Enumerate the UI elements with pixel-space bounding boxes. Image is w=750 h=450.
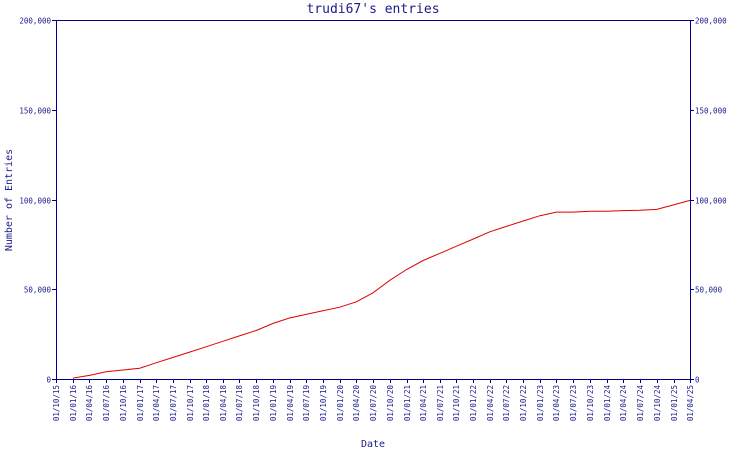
y-tick-label-right: 0: [695, 376, 700, 385]
y-tick-label-right: 200,000: [695, 17, 727, 26]
chart-title: trudi67's entries: [306, 2, 439, 17]
y-tick-label-right: 50,000: [695, 286, 723, 295]
x-tick-label: 01/04/25: [686, 385, 695, 421]
x-tick-label: 01/07/24: [636, 385, 645, 422]
x-tick-label: 01/07/23: [569, 385, 578, 421]
x-tick-label: 01/04/21: [419, 385, 428, 421]
x-tick-label: 01/10/18: [252, 385, 261, 422]
x-tick-label: 01/07/20: [369, 385, 378, 422]
y-axis-ticks: 0 0 50,000 50,000 100,000 100,000 150,000 150,0…: [19, 17, 727, 385]
x-tick-label: 01/01/25: [670, 385, 679, 421]
x-tick-label: 01/04/18: [219, 385, 228, 422]
y-tick-label-left: 200,000: [19, 17, 51, 26]
x-axis-ticks: 01/10/15 01/01/16 01/04/16 01/07/16 01/10/16…: [52, 379, 695, 421]
x-tick-label: 01/01/22: [469, 385, 478, 421]
x-tick-label: 01/01/16: [69, 385, 78, 422]
x-tick-label: 01/01/18: [202, 385, 211, 422]
y-axis-label: Number of Entries: [4, 149, 15, 251]
y-tick-label-left: 50,000: [24, 286, 52, 295]
x-tick-label: 01/04/20: [352, 385, 361, 422]
x-tick-label: 01/01/24: [603, 385, 612, 422]
x-tick-label: 01/10/24: [653, 385, 662, 422]
x-tick-label: 01/07/21: [436, 385, 445, 421]
x-tick-label: 01/10/21: [452, 385, 461, 421]
y-tick-label-left: 150,000: [19, 107, 51, 116]
x-tick-label: 01/01/23: [536, 385, 545, 421]
x-tick-label: 01/04/17: [152, 385, 161, 421]
x-tick-label: 01/04/22: [486, 385, 495, 421]
x-tick-label: 01/07/19: [302, 385, 311, 421]
x-tick-label: 01/04/19: [286, 385, 295, 421]
x-tick-label: 01/10/20: [386, 385, 395, 422]
x-tick-label: 01/07/16: [102, 385, 111, 422]
y-tick-label-left: 100,000: [19, 197, 51, 206]
x-tick-label: 01/07/18: [235, 385, 244, 422]
y-tick-label-right: 100,000: [695, 197, 727, 206]
entries-series-line: [72, 199, 691, 379]
x-tick-label: 01/10/16: [119, 385, 128, 422]
x-tick-label: 01/10/19: [319, 385, 328, 421]
x-tick-label: 01/07/17: [169, 385, 178, 421]
x-tick-label: 01/01/20: [336, 385, 345, 422]
y-tick-label-right: 150,000: [695, 107, 727, 116]
x-tick-label: 01/07/22: [502, 385, 511, 421]
x-tick-label: 01/01/17: [136, 385, 145, 421]
x-tick-label: 01/04/16: [85, 385, 94, 422]
plot-frame: [56, 20, 691, 380]
y-tick-label-left: 0: [46, 376, 51, 385]
x-tick-label: 01/04/24: [619, 385, 628, 422]
x-tick-label: 01/10/15: [52, 385, 61, 421]
x-axis-label: Date: [361, 439, 385, 450]
x-tick-label: 01/10/17: [186, 385, 195, 421]
x-tick-label: 01/10/23: [586, 385, 595, 421]
x-tick-label: 01/01/19: [269, 385, 278, 421]
x-tick-label: 01/04/23: [552, 385, 561, 421]
x-tick-label: 01/10/22: [519, 385, 528, 421]
x-tick-label: 01/01/21: [403, 385, 412, 421]
